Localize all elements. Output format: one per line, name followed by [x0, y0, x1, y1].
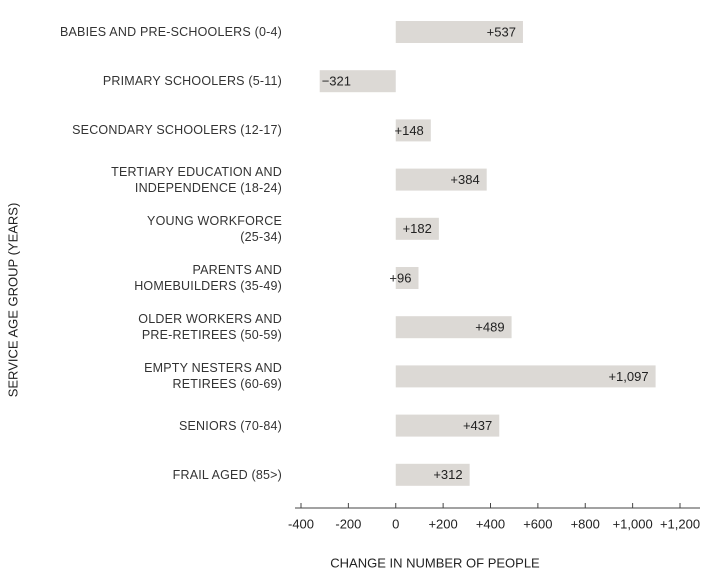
y-tick-label: EMPTY NESTERS AND RETIREES (60-69)	[144, 361, 282, 392]
value-label: +1,097	[608, 369, 648, 384]
x-axis-label: CHANGE IN NUMBER OF PEOPLE	[330, 555, 540, 570]
x-tick-label: +1,000	[613, 516, 653, 531]
y-tick-label: SENIORS (70-84)	[178, 418, 282, 433]
y-tick-label: PRIMARY SCHOOLERS (5-11)	[102, 74, 282, 89]
y-tick-label: PARENTS AND HOMEBUILDERS (35-49)	[134, 263, 282, 293]
value-label: +312	[433, 467, 462, 482]
bar	[395, 414, 500, 437]
bar	[395, 21, 523, 43]
y-tick-label: BABIES AND PRE-SCHOOLERS (0-4)	[59, 25, 282, 39]
y-tick-label: SECONDARY SCHOOLERS (12-17)	[72, 123, 282, 138]
bar	[395, 316, 512, 339]
x-tick-label: +200	[428, 516, 457, 531]
value-label: +537	[487, 24, 516, 39]
bar	[395, 463, 470, 486]
x-tick-label: -200	[335, 516, 361, 531]
bar	[395, 365, 656, 388]
x-tick-label: +600	[523, 516, 552, 531]
value-label: +437	[463, 418, 492, 433]
bar	[319, 70, 396, 93]
bar	[395, 168, 487, 191]
value-label: +384	[450, 172, 479, 187]
y-tick-label: FRAIL AGED (85>)	[172, 467, 282, 482]
y-tick-label: TERTIARY EDUCATION AND INDEPENDENCE (18-…	[111, 164, 282, 195]
bar	[395, 267, 419, 289]
value-label: −321	[322, 74, 351, 89]
value-label: +96	[389, 270, 411, 285]
value-label: +182	[403, 221, 432, 236]
x-tick-label: 0	[392, 516, 399, 531]
y-tick-label: OLDER WORKERS AND PRE-RETIREES (50-59)	[138, 312, 282, 343]
y-tick-label: YOUNG WORKFORCE (25-34)	[147, 213, 282, 244]
value-label: +489	[475, 320, 504, 335]
bar	[395, 119, 431, 142]
x-tick-label: -400	[288, 516, 314, 531]
y-axis-label: SERVICE AGE GROUP (YEARS)	[5, 203, 20, 398]
x-tick-label: +1,200	[660, 516, 700, 531]
bar	[395, 217, 439, 240]
value-label: +148	[395, 123, 424, 138]
x-tick-label: +400	[476, 516, 505, 531]
x-tick-label: +800	[571, 516, 600, 531]
